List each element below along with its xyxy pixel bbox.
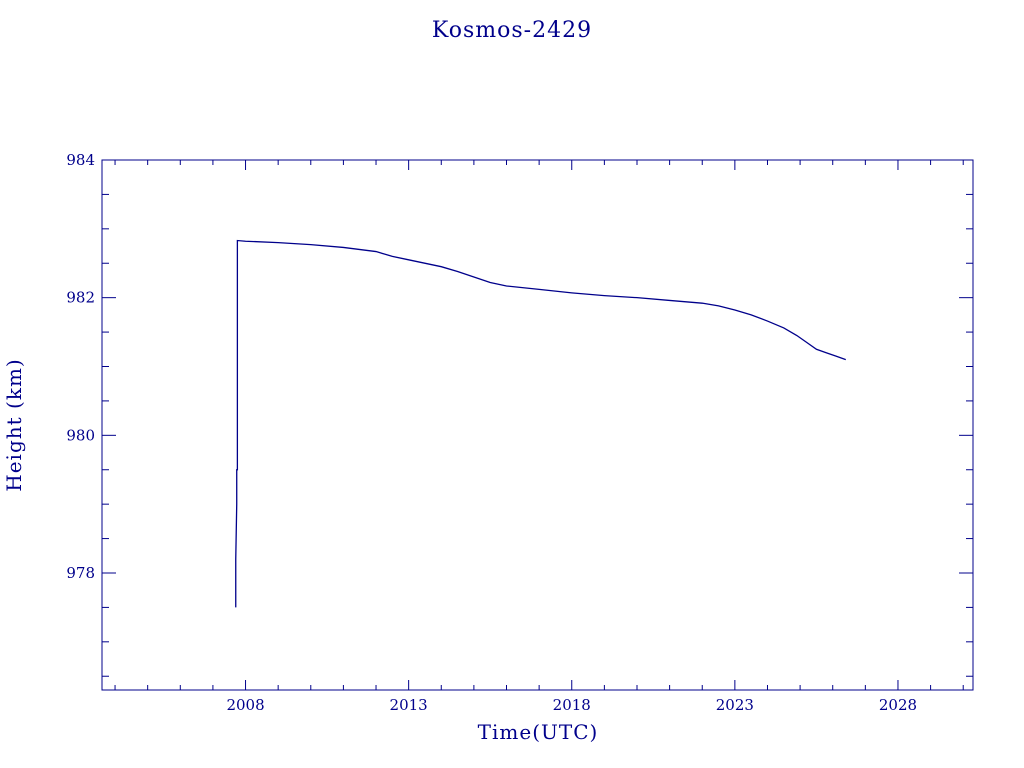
y-tick-label: 978 (66, 564, 95, 582)
x-tick-label: 2018 (553, 696, 591, 714)
minor-ticks (102, 160, 973, 690)
y-tick-label: 982 (66, 289, 95, 307)
x-tick-label: 2013 (390, 696, 428, 714)
chart-title: Kosmos-2429 (432, 18, 592, 43)
x-axis-ticks: 2008 2013 2018 2023 2028 (226, 160, 917, 714)
x-axis-label: Time(UTC) (478, 720, 599, 744)
y-axis-label: Height (km) (2, 358, 26, 491)
y-tick-label: 980 (66, 426, 95, 444)
x-tick-label: 2023 (716, 696, 754, 714)
y-tick-label: 984 (66, 151, 95, 169)
y-axis-ticks: 978 980 982 984 (66, 151, 973, 582)
x-tick-label: 2008 (226, 696, 264, 714)
x-tick-label: 2028 (879, 696, 917, 714)
series-line (235, 239, 846, 608)
plot-frame (101, 159, 974, 691)
